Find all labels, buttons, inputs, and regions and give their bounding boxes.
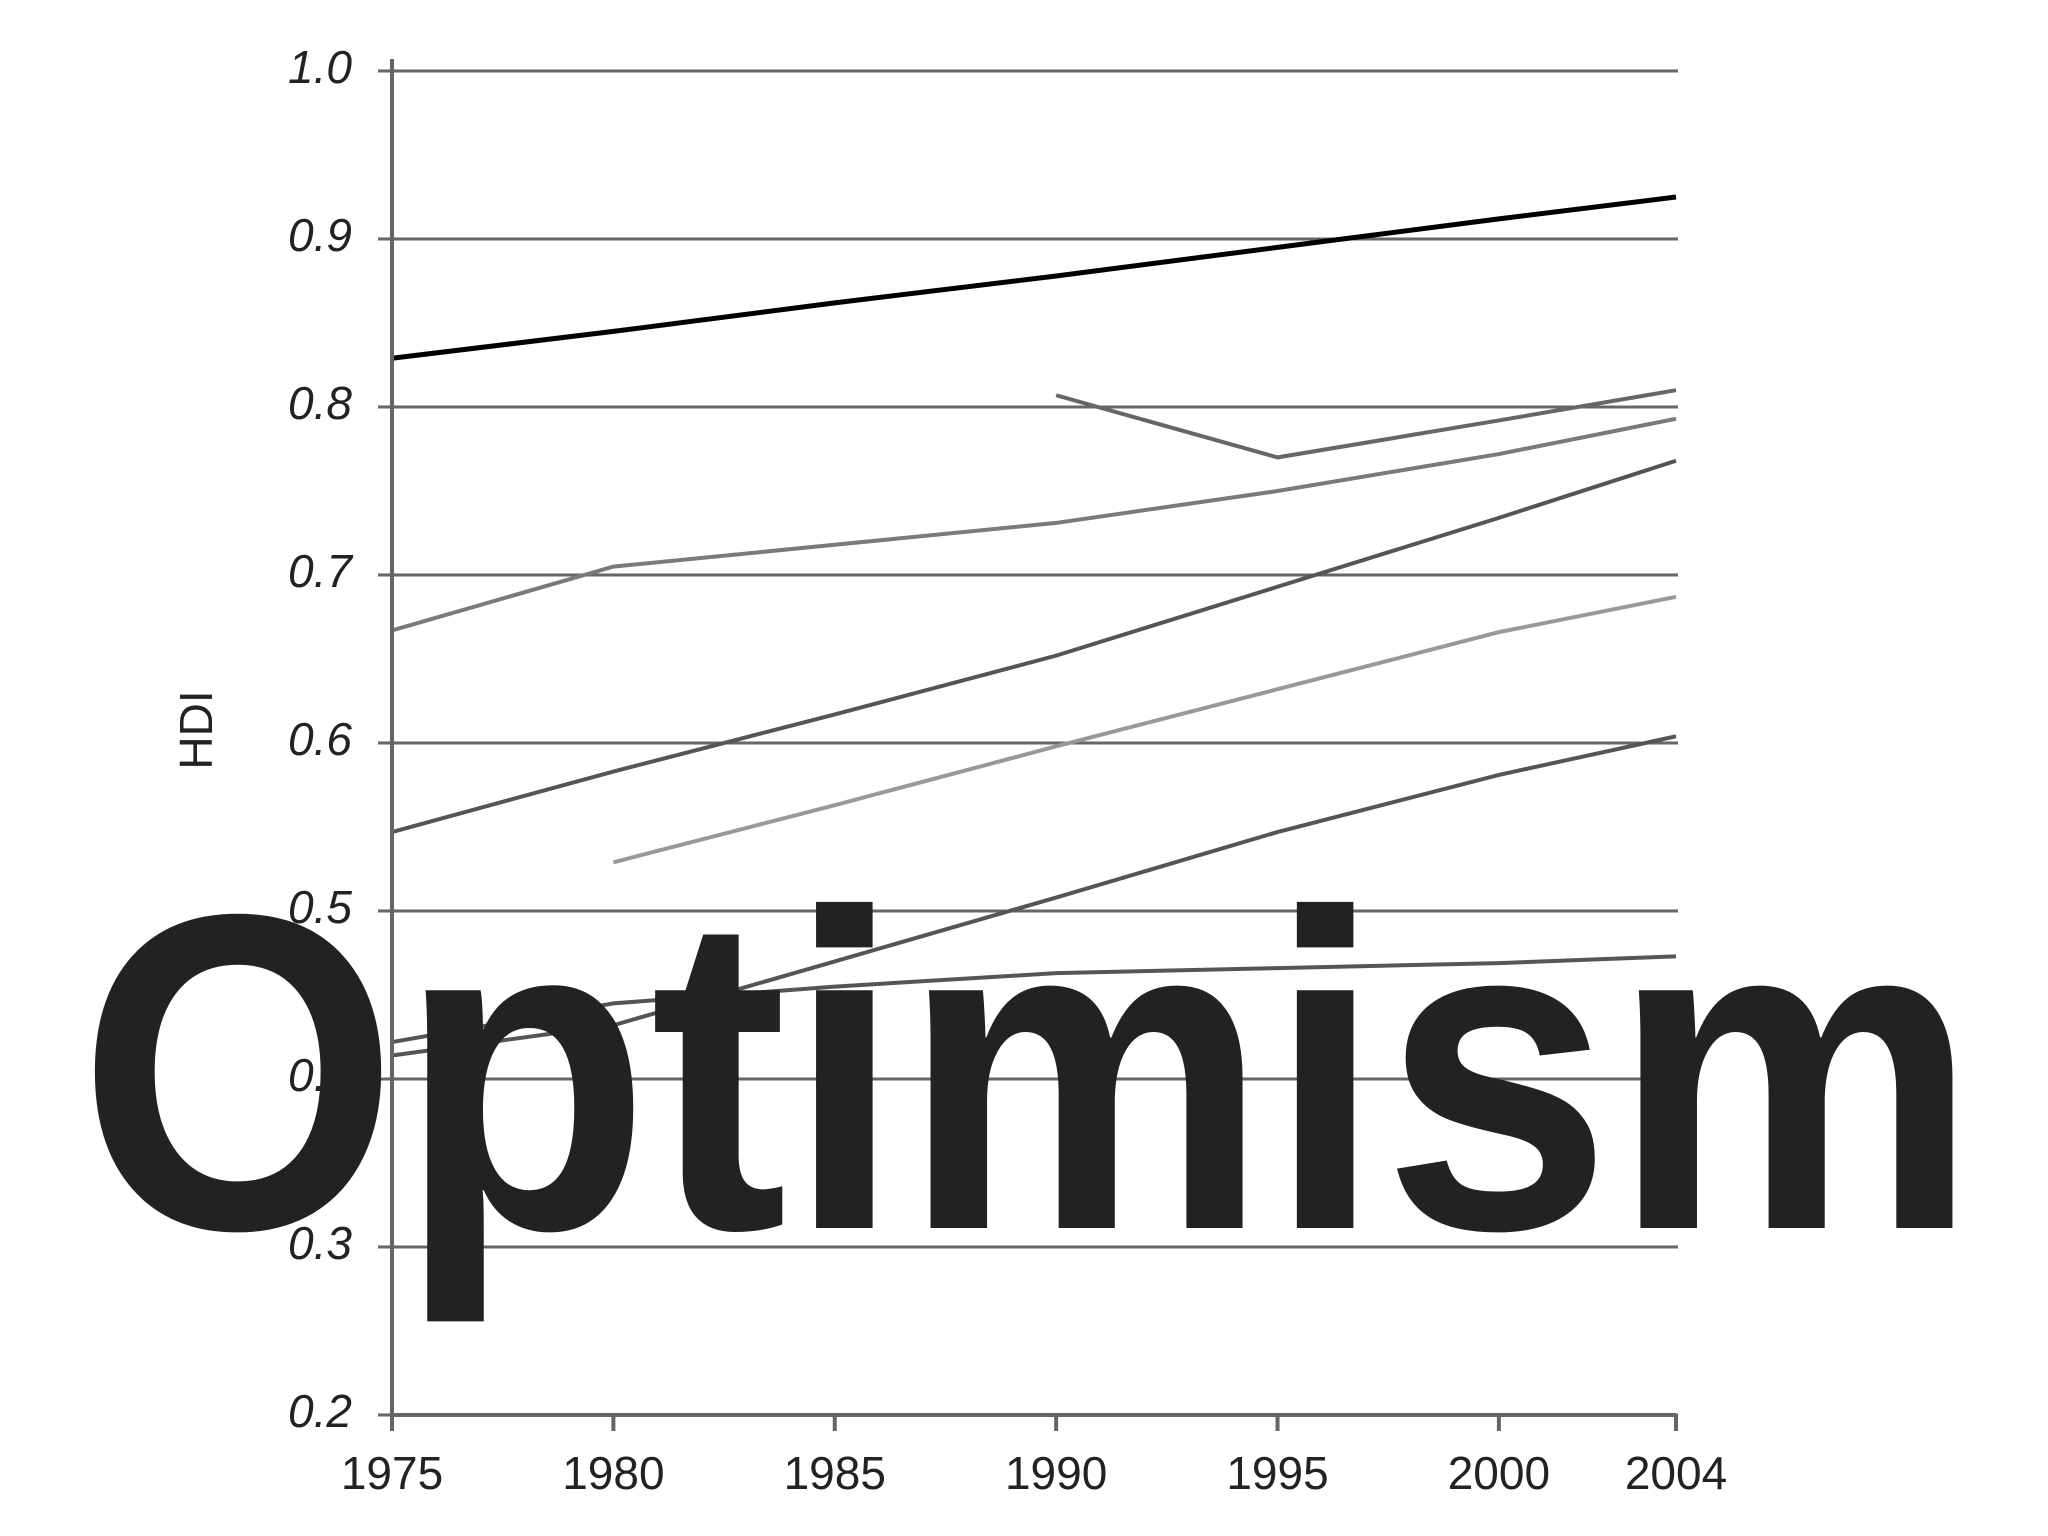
grid (378, 69, 1678, 1417)
x-tick-label: 1990 (1005, 1447, 1107, 1499)
x-tick-label: 1975 (341, 1447, 443, 1499)
series-line (1055, 388, 1677, 460)
y-tick-label: 0.4 (288, 1049, 352, 1101)
series-line (391, 458, 1677, 834)
y-tick-label: 0.8 (288, 377, 352, 429)
y-tick-label: 0.2 (288, 1385, 352, 1437)
y-tick-label: 0.6 (288, 713, 352, 765)
y-tick-label: 0.9 (288, 209, 352, 261)
series-line (612, 594, 1677, 865)
y-tick-label: 0.3 (288, 1217, 352, 1269)
x-tick-label: 1980 (562, 1447, 664, 1499)
series-line (391, 194, 1677, 361)
series-line (391, 734, 1677, 1058)
series-line (391, 416, 1677, 633)
x-tick-label: 2000 (1448, 1447, 1550, 1499)
lines (391, 194, 1677, 1058)
axes: 0.2 0.3 0.4 0.5 0.6 0.7 0.8 0.9 1.0 1975 1980 1985 1… (288, 41, 1727, 1499)
x-tick-label: 1995 (1226, 1447, 1328, 1499)
y-axis-label: HDI (170, 690, 222, 769)
series-line (391, 954, 1677, 1045)
y-tick-label: 0.5 (288, 881, 352, 933)
x-tick-label: 2004 (1625, 1447, 1727, 1499)
y-tick-label: 1.0 (288, 41, 352, 93)
annotation: Optimism (78, 822, 1978, 1326)
y-tick-label: 0.7 (288, 545, 353, 597)
x-tick-label: 1985 (784, 1447, 886, 1499)
